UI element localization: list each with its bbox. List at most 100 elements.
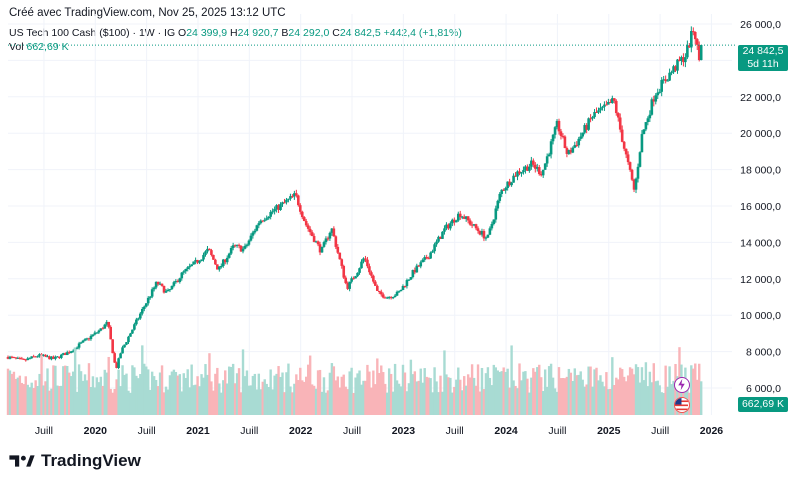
volume-bar [16, 377, 20, 415]
candle-body [308, 228, 312, 233]
volume-bar [545, 386, 549, 415]
candle-body [202, 254, 205, 260]
volume-bar [344, 386, 347, 415]
volume-bar [85, 380, 89, 415]
candle-body [421, 259, 425, 263]
volume-bar [526, 378, 529, 415]
volume-bar [362, 380, 365, 415]
volume-bar [547, 366, 551, 415]
volume-bar [395, 380, 399, 415]
volume-bar [524, 371, 527, 415]
candle-body [429, 252, 432, 259]
volume-bar [595, 367, 598, 415]
volume-bar [431, 392, 434, 415]
volume-bar [60, 385, 63, 415]
volume-bar [476, 364, 480, 415]
candle-body [506, 181, 509, 189]
candle-body [105, 321, 109, 325]
volume-bar [541, 390, 545, 415]
candle-body [71, 350, 75, 352]
volume-bar [111, 392, 114, 415]
candle-body [300, 211, 304, 218]
candle-body [686, 45, 689, 58]
candle-body [69, 351, 73, 353]
candle-body [474, 224, 478, 229]
low-label: B [281, 27, 289, 39]
volume-bar [478, 391, 482, 415]
candle-body [340, 259, 344, 266]
candle-body [6, 357, 10, 359]
volume-bar [385, 392, 389, 415]
candle-body [504, 188, 507, 191]
volume-bar [583, 386, 586, 415]
candle-body [561, 135, 565, 137]
candle-body [579, 136, 583, 139]
volume-bar [425, 376, 428, 415]
volume-bar [378, 372, 381, 415]
volume-bar [577, 374, 580, 415]
volume-bar [71, 371, 75, 415]
volume-bar [443, 350, 446, 415]
candle-body [208, 248, 211, 251]
candle-body [180, 272, 184, 279]
volume-bar [457, 367, 460, 415]
volume-bar [532, 368, 535, 415]
volume-bar [648, 371, 652, 415]
volume-bar [624, 381, 628, 415]
candle-body [528, 166, 531, 171]
volume-bar [227, 366, 231, 415]
candle-body [626, 154, 630, 163]
volume-bar [66, 365, 69, 415]
volume-bar [91, 376, 95, 415]
volume-bar [212, 390, 215, 415]
volume-bar [38, 373, 41, 415]
candle-body [142, 306, 146, 309]
volume-bar [273, 375, 276, 415]
candle-body [99, 328, 103, 331]
volume-bar [229, 366, 233, 415]
volume-bar [306, 364, 310, 415]
volume-bar [591, 386, 594, 415]
volume-bar [48, 390, 51, 415]
candle-body [176, 280, 180, 282]
volume-bar [184, 377, 187, 415]
volume-bar [139, 374, 142, 415]
candle-body [172, 282, 176, 286]
candle-body [524, 166, 527, 171]
volume-bar [115, 379, 118, 415]
candle-body [184, 269, 188, 272]
candle-body [658, 91, 662, 93]
candle-body [50, 356, 53, 360]
candle-body [77, 343, 81, 348]
volume-bar [342, 374, 345, 415]
volume-bar [269, 369, 272, 415]
lightning-icon[interactable] [674, 377, 690, 393]
candle-body [644, 122, 648, 130]
volume-bar [275, 373, 278, 415]
volume-bar [123, 374, 126, 415]
candle-body [295, 193, 298, 196]
candle-body [439, 236, 442, 239]
volume-bar [77, 364, 81, 415]
volume-bar [520, 380, 523, 415]
candle-body [445, 224, 448, 229]
volume-bar [127, 390, 130, 415]
volume-bar [486, 367, 490, 415]
symbol-name[interactable]: US Tech 100 Cash ($100) · 1W · IG [9, 27, 176, 39]
candle-body [693, 31, 697, 40]
volume-bar [694, 363, 697, 415]
candle-body [366, 259, 369, 267]
low-value: 24 292,0 [288, 27, 330, 39]
volume-label[interactable]: Vol [9, 41, 24, 53]
candle-body [660, 80, 663, 92]
volume-bar [654, 381, 657, 415]
volume-bar [332, 366, 336, 415]
candle-body [28, 358, 32, 360]
volume-bar [293, 383, 296, 415]
candle-body [131, 329, 134, 334]
volume-bar [58, 386, 61, 415]
us-flag-icon[interactable] [674, 397, 690, 413]
candle-body [403, 285, 407, 287]
candle-body [370, 272, 373, 276]
